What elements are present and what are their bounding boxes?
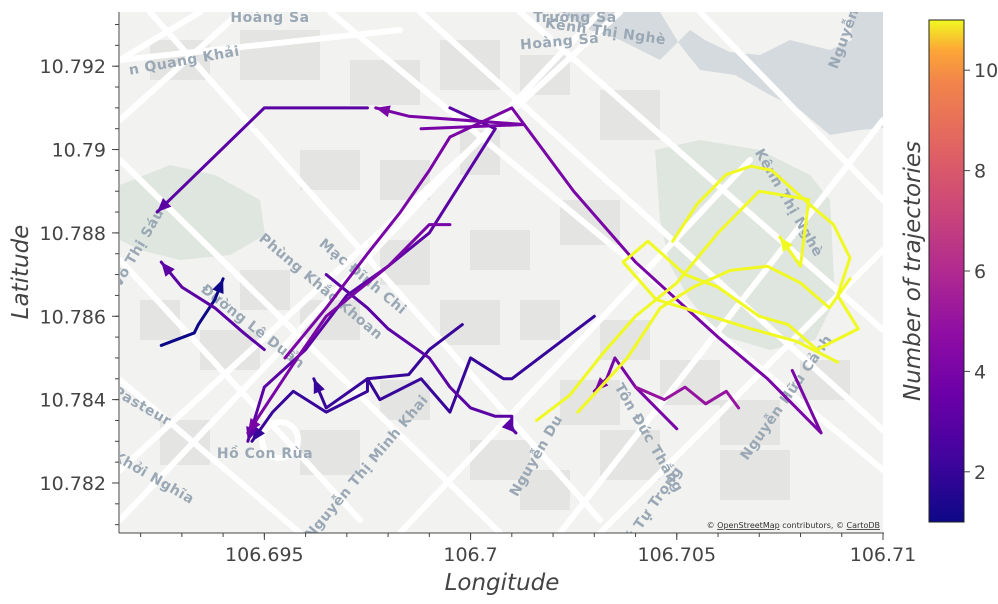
x-tick-label: 106.71	[850, 544, 916, 566]
street-label: Hoàng Sa	[230, 10, 309, 26]
city-block	[440, 40, 500, 90]
x-axis-title: Longitude	[445, 570, 560, 596]
street-label: Trường Sa	[533, 10, 616, 26]
road	[120, 157, 503, 533]
road	[417, 12, 883, 433]
y-tick-label: 10.786	[40, 306, 106, 328]
trajectory-line	[576, 264, 852, 414]
x-tick-label: 106.705	[637, 544, 716, 566]
colorbar-ticks: 2 4 6 8 10	[964, 60, 998, 484]
trajectory-line	[246, 106, 497, 443]
road	[697, 12, 883, 203]
trajectory-arrowhead	[313, 378, 325, 395]
trajectory-line	[155, 106, 369, 214]
trajectory-line	[419, 123, 823, 435]
canal-water	[560, 12, 883, 135]
city-block	[560, 380, 620, 425]
trajectory-arrowhead	[247, 417, 261, 433]
trajectory-line	[312, 314, 596, 414]
colorbar-tick-label: 4	[974, 361, 986, 383]
y-tick-label: 10.782	[40, 473, 106, 495]
city-block	[300, 150, 360, 190]
street-label: Hoàng Sa	[520, 31, 600, 54]
x-axis-ticks: 106.695 106.7 106.705 106.71	[140, 533, 916, 566]
osm-link[interactable]: OpenStreetMap	[717, 521, 780, 530]
colorbar-tick-label: 8	[974, 161, 986, 183]
y-axis-ticks: 10.782 10.784 10.786 10.788 10.79 10.792	[40, 24, 119, 526]
y-axis-title: Latitude	[8, 225, 34, 320]
y-tick-label: 10.784	[40, 390, 106, 412]
road	[517, 12, 883, 333]
trajectory-line	[535, 189, 811, 422]
trajectory-arrowhead	[161, 262, 175, 277]
trajectory-arrowhead	[212, 278, 224, 294]
city-block	[720, 400, 780, 445]
colorbar-tick-label: 6	[974, 261, 986, 283]
colorbar-tick-label: 10	[974, 60, 998, 82]
city-block	[440, 300, 500, 345]
city-block	[720, 450, 790, 500]
zoo-park-area	[655, 140, 835, 350]
y-tick-label: 10.788	[40, 223, 106, 245]
colorbar	[928, 19, 965, 523]
colorbar-title: Number of trajectories	[900, 141, 926, 401]
road	[147, 12, 603, 523]
road	[327, 12, 883, 473]
trajectory-line	[634, 385, 741, 410]
street-label: Hồ Con Rùa	[217, 445, 313, 462]
city-block	[520, 300, 560, 340]
park-area	[120, 165, 265, 260]
trajectory-layer	[155, 105, 860, 443]
trajectory-line	[246, 223, 452, 435]
city-block	[600, 90, 660, 140]
city-block	[350, 60, 420, 105]
trajectory-arrowhead	[157, 198, 172, 213]
trajectory-arrowhead	[501, 418, 516, 433]
trajectory-line	[159, 260, 266, 352]
trajectory-line	[159, 277, 225, 347]
trajectory-line	[250, 323, 464, 443]
colorbar-tick-label: 2	[974, 462, 986, 484]
city-block	[470, 230, 530, 270]
trajectory-line	[621, 164, 860, 364]
road	[120, 12, 623, 473]
y-tick-label: 10.79	[52, 140, 106, 162]
map-attribution: © OpenStreetMap contributors, © CartoDB	[707, 521, 880, 530]
road	[397, 157, 753, 533]
x-tick-label: 106.695	[225, 544, 304, 566]
x-tick-label: 106.7	[443, 544, 497, 566]
road	[557, 117, 883, 533]
roundabout	[259, 419, 301, 461]
trajectory-arrowhead	[779, 237, 793, 252]
road	[120, 12, 243, 123]
road	[120, 377, 303, 533]
y-tick-label: 10.792	[40, 56, 106, 78]
trajectory-arrowhead	[375, 105, 391, 118]
road	[120, 12, 203, 63]
cartodb-link[interactable]: CartoDB	[847, 521, 880, 530]
trajectory-line	[283, 106, 526, 360]
